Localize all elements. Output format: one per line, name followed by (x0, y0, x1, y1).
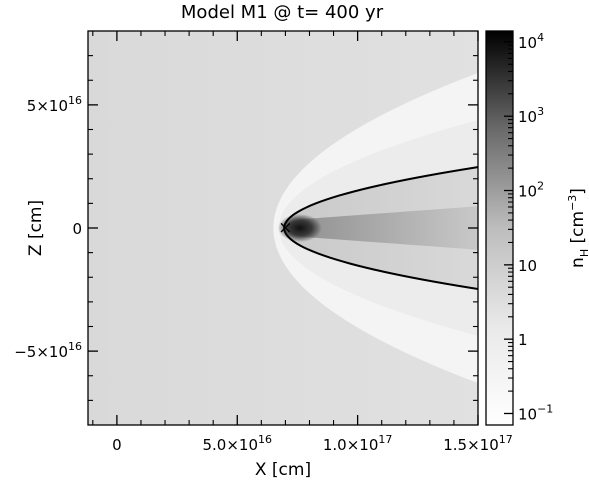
colorbar-tick-label: 1 (518, 331, 528, 349)
colorbar-tick-label-base: 10 (518, 108, 537, 126)
colorbar (485, 30, 514, 426)
contact-curve (283, 166, 478, 290)
colorbar-label-unit: [cm (568, 211, 588, 249)
y-tick-label-exponent: 16 (68, 94, 82, 107)
heatmap-image: × (88, 31, 478, 425)
colorbar-tick-label-base: 10 (518, 34, 537, 52)
colorbar-tick-label: 102 (518, 180, 544, 201)
colorbar-label-sub: H (578, 249, 589, 257)
colorbar-label: nH [cm−3] (566, 188, 589, 268)
x-tick-label: 0 (112, 436, 122, 454)
colorbar-tick-label: 104 (518, 31, 544, 52)
colorbar-tick-label-base: 10 (518, 405, 537, 423)
colorbar-tick-label-exponent: 3 (537, 105, 544, 118)
star-marker: × (278, 218, 292, 238)
x-axis-label: X [cm] (255, 460, 311, 480)
x-tick-label-exponent: 17 (378, 433, 392, 446)
colorbar-tick-label-base: 1 (518, 331, 528, 349)
chart-title: Model M1 @ t= 400 yr (181, 2, 384, 23)
colorbar-tick-label: 10 (518, 257, 537, 275)
colorbar-tick-label-base: 10 (518, 183, 537, 201)
y-tick-label-base: 0 (72, 220, 82, 238)
dense-core (277, 214, 322, 242)
x-tick-label: 1.0×1017 (323, 433, 393, 454)
y-tick-label: 5×1016 (27, 94, 82, 115)
x-tick-label-base: 1.0×10 (323, 436, 379, 454)
colorbar-tick-label-exponent: −1 (537, 402, 553, 415)
y-tick-label: 0 (72, 220, 82, 238)
colorbar-label-main: n (568, 257, 588, 268)
y-axis-label: Z [cm] (26, 200, 46, 256)
colorbar-tick-label: 10−1 (518, 402, 553, 423)
colorbar-tick-label-base: 10 (518, 257, 537, 275)
colorbar-tick-label-exponent: 4 (537, 31, 544, 44)
x-tick-label: 5.0×1016 (203, 433, 273, 454)
y-tick-label-base: 5×10 (27, 97, 68, 115)
x-tick-label-exponent: 16 (258, 433, 272, 446)
x-tick-label-exponent: 17 (499, 433, 513, 446)
dense-tail (299, 206, 478, 250)
colorbar-tick-label-exponent: 2 (537, 180, 544, 193)
y-tick-label-base: −5×10 (14, 343, 68, 361)
y-tick-label-exponent: 16 (68, 340, 82, 353)
x-tick-label-base: 0 (112, 436, 122, 454)
x-tick-label-base: 1.5×10 (443, 436, 499, 454)
colorbar-label-unit-exp: −3 (566, 195, 579, 211)
y-tick-label: −5×1016 (14, 340, 82, 361)
colorbar-tick-label: 103 (518, 105, 544, 126)
x-axis: 0 5.0×1016 1.0×1017 1.5×1017 (92, 31, 513, 454)
x-tick-label-base: 5.0×10 (203, 436, 259, 454)
colorbar-label-close: ] (568, 188, 588, 195)
x-tick-label: 1.5×1017 (443, 433, 513, 454)
